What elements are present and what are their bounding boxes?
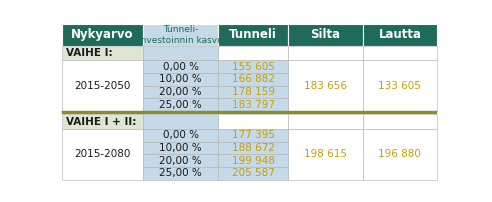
Bar — [144, 46, 218, 60]
Bar — [218, 129, 288, 142]
Text: 2015-2080: 2015-2080 — [74, 149, 131, 159]
Bar — [363, 129, 437, 180]
Text: 199 948: 199 948 — [232, 156, 275, 166]
Bar — [144, 60, 218, 73]
Text: Nykyarvo: Nykyarvo — [71, 28, 134, 41]
Text: 205 587: 205 587 — [232, 168, 275, 178]
Bar — [144, 98, 218, 111]
Bar — [218, 73, 288, 86]
Bar — [218, 114, 288, 129]
Bar — [288, 24, 363, 46]
Bar — [288, 111, 363, 114]
Text: 133 605: 133 605 — [378, 81, 421, 91]
Text: 166 882: 166 882 — [232, 74, 275, 84]
Bar — [363, 114, 437, 129]
Bar — [144, 24, 218, 46]
Text: 20,00 %: 20,00 % — [159, 156, 202, 166]
Bar — [62, 24, 144, 46]
Bar — [218, 111, 288, 114]
Bar — [62, 129, 144, 180]
Text: 196 880: 196 880 — [378, 149, 421, 159]
Text: 178 159: 178 159 — [232, 87, 275, 97]
Bar — [218, 86, 288, 98]
Bar — [144, 73, 218, 86]
Bar — [218, 142, 288, 154]
Text: 2015-2050: 2015-2050 — [74, 81, 131, 91]
Text: 177 395: 177 395 — [232, 130, 275, 140]
Bar — [218, 98, 288, 111]
Bar — [288, 129, 363, 180]
Bar — [288, 60, 363, 111]
Text: Tunneli: Tunneli — [229, 28, 277, 41]
Text: 0,00 %: 0,00 % — [163, 130, 199, 140]
Bar — [62, 111, 144, 114]
Bar — [288, 114, 363, 129]
Text: VAIHE I:: VAIHE I: — [66, 48, 113, 58]
Text: 198 615: 198 615 — [304, 149, 347, 159]
Text: 10,00 %: 10,00 % — [159, 74, 202, 84]
Text: 25,00 %: 25,00 % — [159, 168, 202, 178]
Bar — [363, 46, 437, 60]
Bar — [144, 111, 218, 114]
Bar — [62, 46, 144, 60]
Bar — [62, 60, 144, 111]
Text: 183 656: 183 656 — [304, 81, 347, 91]
Bar — [144, 86, 218, 98]
Text: 183 797: 183 797 — [232, 100, 275, 110]
Bar — [218, 154, 288, 167]
Text: VAIHE I + II:: VAIHE I + II: — [66, 117, 136, 127]
Text: 0,00 %: 0,00 % — [163, 62, 199, 72]
Bar — [363, 111, 437, 114]
Bar — [144, 114, 218, 129]
Bar — [218, 167, 288, 180]
Bar — [62, 114, 144, 129]
Bar — [218, 60, 288, 73]
Text: 188 672: 188 672 — [232, 143, 275, 153]
Text: 10,00 %: 10,00 % — [159, 143, 202, 153]
Bar — [144, 167, 218, 180]
Text: Silta: Silta — [310, 28, 340, 41]
Bar — [144, 142, 218, 154]
Text: 155 605: 155 605 — [232, 62, 275, 72]
Bar — [144, 129, 218, 142]
Text: 25,00 %: 25,00 % — [159, 100, 202, 110]
Bar — [144, 154, 218, 167]
Bar — [218, 46, 288, 60]
Bar — [218, 24, 288, 46]
Bar — [288, 46, 363, 60]
Bar — [363, 24, 437, 46]
Text: 20,00 %: 20,00 % — [159, 87, 202, 97]
Text: Lautta: Lautta — [378, 28, 422, 41]
Text: Tunneli-
investoinnin kasvu: Tunneli- investoinnin kasvu — [138, 25, 223, 45]
Bar — [363, 60, 437, 111]
